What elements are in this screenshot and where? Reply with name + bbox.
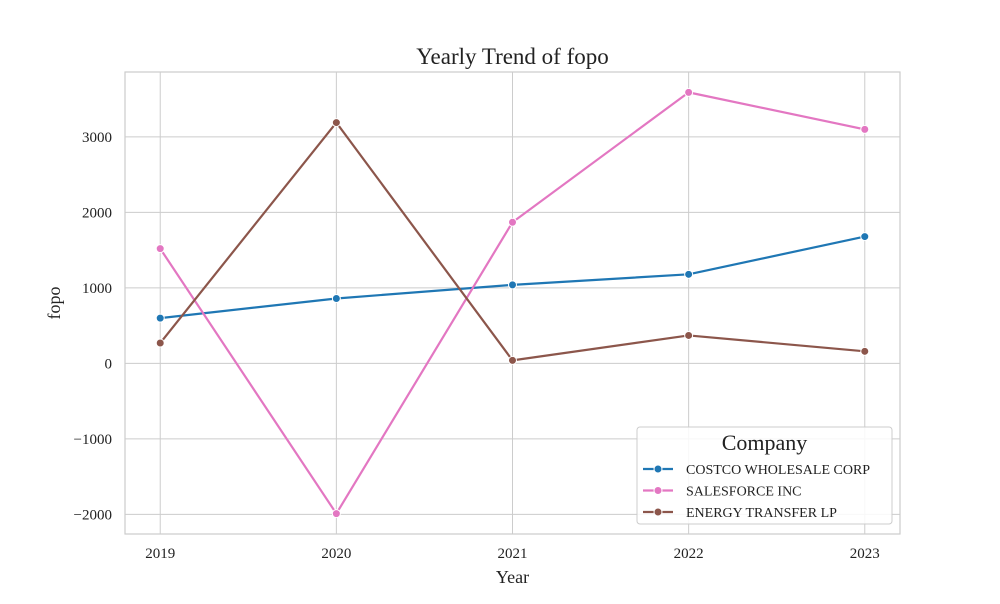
legend-label: ENERGY TRANSFER LP	[686, 506, 837, 521]
legend: Company COSTCO WHOLESALE CORP SALESFORCE …	[636, 426, 893, 525]
y-axis-label: fopo	[44, 287, 64, 320]
data-point	[684, 330, 694, 340]
y-axis-ticks: −2000 −1000 0 1000 2000 3000	[74, 130, 112, 523]
y-tick-label: 1000	[82, 281, 112, 297]
data-point	[684, 269, 694, 279]
y-tick-label: 0	[105, 356, 113, 372]
legend-items: COSTCO WHOLESALE CORP SALESFORCE INC ENERG…	[643, 463, 870, 521]
series-0	[155, 232, 870, 323]
data-point	[860, 232, 870, 242]
y-tick-label: −1000	[74, 432, 112, 448]
data-point	[684, 87, 694, 97]
plot-area-frame	[124, 71, 901, 535]
x-tick-label: 2023	[850, 546, 880, 562]
series-1	[155, 87, 870, 519]
data-point	[508, 280, 517, 290]
legend-label: SALESFORCE INC	[686, 485, 802, 500]
legend-marker	[653, 464, 663, 474]
y-tick-label: 2000	[82, 205, 112, 221]
data-point	[508, 355, 517, 365]
legend-item: SALESFORCE INC	[643, 485, 802, 500]
data-point	[331, 118, 341, 128]
data-point	[331, 293, 341, 303]
data-point	[331, 509, 341, 519]
legend-item: ENERGY TRANSFER LP	[643, 506, 837, 521]
data-point	[155, 313, 165, 323]
legend-marker	[653, 486, 663, 495]
x-tick-label: 2022	[674, 546, 704, 562]
y-tick-label: −2000	[74, 507, 112, 523]
x-tick-label: 2020	[321, 546, 351, 562]
data-point	[508, 217, 517, 227]
data-point	[860, 346, 870, 356]
y-tick-label: 3000	[82, 130, 112, 146]
x-axis-label: Year	[496, 567, 529, 587]
legend-item: COSTCO WHOLESALE CORP	[643, 463, 870, 478]
legend-title: Company	[722, 430, 808, 455]
x-tick-label: 2019	[145, 546, 175, 562]
data-point	[860, 124, 870, 134]
series-lines	[155, 87, 870, 519]
x-tick-label: 2021	[498, 546, 528, 562]
legend-box	[636, 426, 893, 525]
series-2	[155, 118, 870, 365]
data-point	[155, 244, 165, 254]
legend-label: COSTCO WHOLESALE CORP	[686, 463, 870, 478]
chart-title: Yearly Trend of fopo	[416, 44, 609, 69]
data-point	[155, 338, 165, 348]
x-axis-ticks: 2019 2020 2021 2022 2023	[145, 546, 880, 562]
legend-marker	[653, 507, 663, 517]
